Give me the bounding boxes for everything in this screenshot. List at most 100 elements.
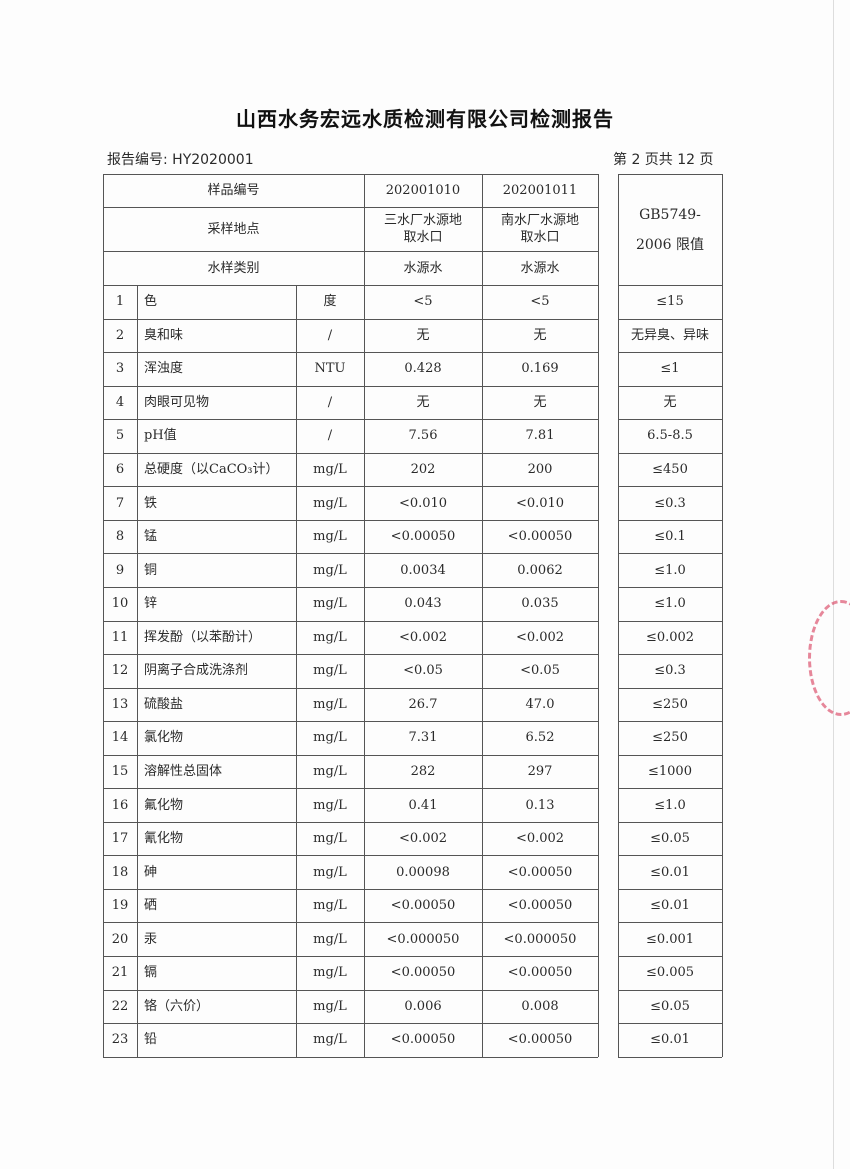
result-sample-2: <0.00050 (507, 965, 573, 981)
result-sample-1: 7.56 (408, 428, 438, 444)
report-title: 山西水务宏远水质检测有限公司检测报告 (236, 107, 614, 131)
table-rule (618, 520, 722, 521)
table-rule (103, 251, 598, 252)
result-sample-2: 0.13 (525, 797, 555, 813)
test-item: 色 (144, 294, 158, 310)
table-rule (618, 587, 722, 588)
standard-limit: ≤0.01 (650, 1032, 690, 1048)
row-number: 13 (111, 696, 129, 712)
result-sample-2: <0.05 (520, 663, 560, 679)
sample-no-label: 样品编号 (207, 183, 260, 198)
table-rule (103, 174, 598, 175)
row-number: 18 (111, 864, 129, 880)
table-rule (618, 352, 722, 353)
table-rule (103, 486, 598, 487)
table-rule (103, 755, 598, 756)
test-item: 氯化物 (144, 730, 184, 746)
test-item: 肉眼可见物 (144, 394, 210, 410)
test-item: 镉 (144, 965, 158, 981)
standard-limit: ≤250 (652, 696, 688, 712)
test-item: 氰化物 (144, 831, 184, 847)
table-rule (296, 285, 297, 1057)
test-item: 铜 (144, 562, 158, 578)
unit: mg/L (313, 462, 347, 478)
result-sample-1: <0.010 (398, 495, 448, 511)
unit: mg/L (313, 596, 347, 612)
result-sample-2: 无 (533, 327, 547, 343)
test-item: 氟化物 (144, 797, 184, 813)
table-rule (103, 174, 104, 1057)
table-rule (618, 755, 722, 756)
unit: mg/L (313, 696, 347, 712)
table-rule (103, 855, 598, 856)
unit: mg/L (313, 562, 347, 578)
row-number: 3 (115, 361, 125, 377)
standard-limit: ≤1.0 (654, 797, 686, 813)
standard-limit: ≤0.3 (654, 663, 686, 679)
standard-limit: ≤0.01 (650, 864, 690, 880)
standard-limit: ≤0.3 (654, 495, 686, 511)
row-number: 10 (111, 596, 129, 612)
unit: mg/L (313, 529, 347, 545)
result-sample-1: 0.00098 (396, 864, 450, 880)
scan-edge (833, 0, 834, 1169)
row-number: 15 (111, 763, 129, 779)
standard-limit: ≤15 (656, 294, 684, 310)
unit: mg/L (313, 730, 347, 746)
standard-limit: ≤1.0 (654, 596, 686, 612)
result-sample-1: 26.7 (408, 696, 438, 712)
table-rule (618, 889, 722, 890)
table-rule (103, 386, 598, 387)
standard-limit: ≤0.05 (650, 998, 690, 1014)
report-number: 报告编号: HY2020001 (107, 152, 254, 168)
table-rule (618, 956, 722, 957)
table-rule (103, 889, 598, 890)
result-sample-1: 无 (416, 394, 430, 410)
result-sample-2: <0.00050 (507, 529, 573, 545)
table-rule (137, 285, 138, 1057)
table-rule (103, 721, 598, 722)
table-rule (618, 553, 722, 554)
result-sample-2: 47.0 (525, 696, 555, 712)
result-sample-2: 0.0062 (517, 562, 563, 578)
table-rule (103, 621, 598, 622)
table-rule (103, 788, 598, 789)
result-sample-2: <0.002 (515, 831, 565, 847)
unit: mg/L (313, 663, 347, 679)
result-sample-2: <0.00050 (507, 1032, 573, 1048)
test-item: 锰 (144, 529, 158, 545)
result-sample-1: 202 (410, 462, 436, 478)
table-rule (618, 654, 722, 655)
result-sample-1: <0.002 (398, 629, 448, 645)
sample-no: 202001010 (385, 183, 461, 198)
test-item: 浑浊度 (144, 361, 184, 377)
result-sample-2: 0.035 (521, 596, 559, 612)
unit: / (327, 327, 333, 343)
result-sample-2: <0.002 (515, 629, 565, 645)
water-type: 水源水 (403, 260, 443, 276)
table-rule (482, 174, 483, 1057)
row-number: 22 (111, 998, 129, 1014)
row-number: 9 (115, 562, 125, 578)
table-rule (618, 1057, 722, 1058)
row-number: 1 (115, 294, 125, 310)
unit: mg/L (313, 495, 347, 511)
result-sample-2: 无 (533, 394, 547, 410)
test-item: 铅 (144, 1032, 158, 1048)
result-sample-2: 7.81 (525, 428, 555, 444)
standard-limit: ≤250 (652, 730, 688, 746)
result-sample-1: 0.41 (408, 797, 438, 813)
table-rule (618, 174, 722, 175)
test-item: 挥发酚（以苯酚计） (144, 629, 262, 645)
standard-limit: 无异臭、异味 (630, 327, 709, 343)
unit: mg/L (313, 965, 347, 981)
unit: mg/L (313, 864, 347, 880)
result-sample-2: <0.00050 (507, 864, 573, 880)
result-sample-1: <0.00050 (390, 529, 456, 545)
table-rule (618, 453, 722, 454)
table-rule (618, 285, 722, 286)
result-sample-2: 200 (527, 462, 553, 478)
table-rule (103, 654, 598, 655)
test-item: 锌 (144, 596, 158, 612)
unit: mg/L (313, 931, 347, 947)
